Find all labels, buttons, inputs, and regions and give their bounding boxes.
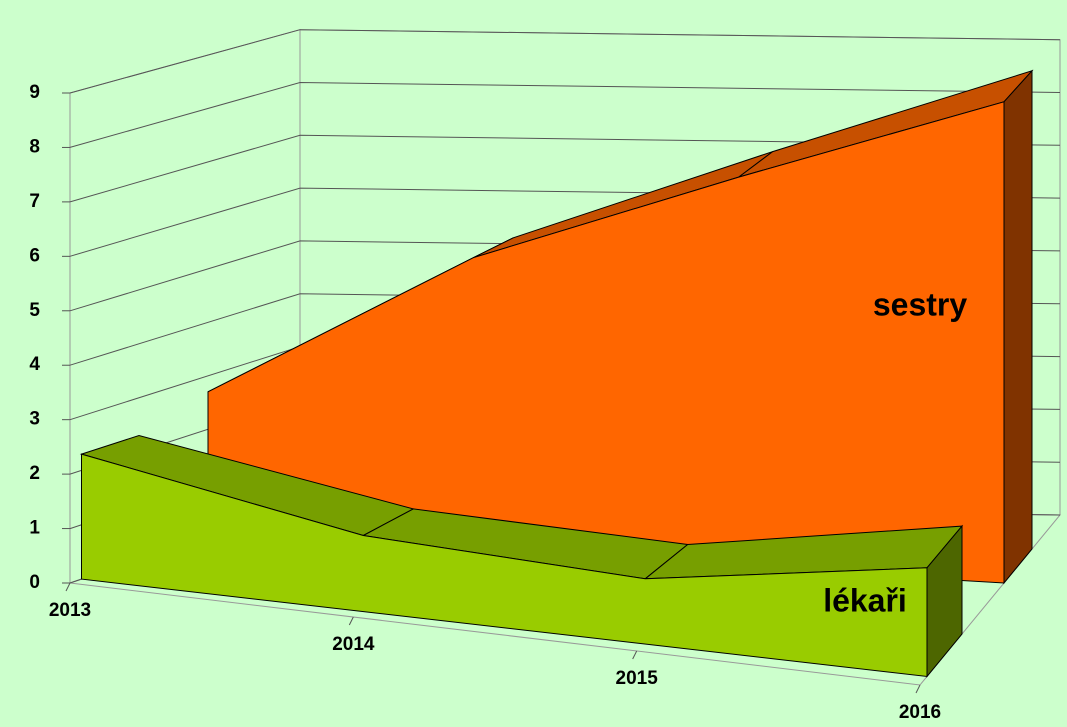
series-label: lékaři (823, 582, 907, 618)
y-tick-label: 8 (29, 136, 40, 157)
series-label: sestry (873, 286, 968, 322)
x-tick-label: 2014 (332, 634, 375, 655)
y-tick-label: 4 (29, 354, 40, 375)
grid-line (69, 81, 1061, 148)
y-tick-label: 6 (29, 245, 40, 266)
x-tick (632, 650, 638, 660)
y-tick-label: 9 (29, 82, 40, 103)
x-tick (348, 616, 354, 626)
x-tick-label: 2015 (616, 668, 659, 689)
y-tick-label: 7 (29, 191, 40, 212)
y-tick-label: 3 (29, 409, 40, 430)
x-tick-label: 2016 (899, 702, 941, 723)
area-end (1003, 69, 1033, 585)
y-tick-label: 1 (29, 518, 40, 539)
y-tick-label: 0 (29, 572, 40, 593)
x-tick (915, 684, 921, 694)
y-tick-label: 2 (29, 463, 40, 484)
x-tick-label: 2013 (49, 600, 91, 621)
x-tick (65, 582, 71, 592)
y-tick-label: 5 (29, 300, 40, 321)
grid-line (69, 29, 1061, 94)
area-front (207, 101, 1005, 584)
area-front (81, 453, 928, 678)
